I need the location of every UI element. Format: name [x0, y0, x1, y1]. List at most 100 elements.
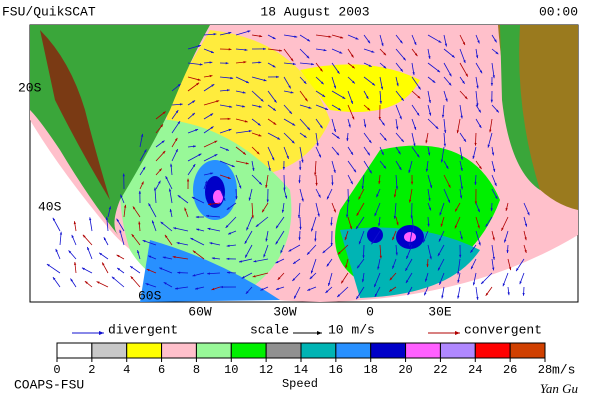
- land-africa-coast: [500, 25, 540, 190]
- wind-arrowhead: [463, 138, 466, 142]
- wind-arrowhead: [355, 37, 359, 40]
- legend-scale-value: 10 m/s: [328, 322, 375, 337]
- wind-arrowhead: [437, 267, 441, 271]
- wind-arrowhead: [478, 124, 482, 128]
- wind-arrowhead: [122, 173, 125, 177]
- scale-arrowhead: [317, 331, 322, 335]
- wind-arrowhead: [325, 290, 329, 293]
- wind-arrowhead: [138, 221, 141, 225]
- wind-arrowhead: [196, 228, 200, 231]
- wind-arrowhead: [412, 229, 415, 233]
- wind-arrowhead: [275, 260, 279, 264]
- wind-arrowhead: [527, 212, 530, 216]
- wind-arrowhead: [268, 168, 271, 171]
- wind-arrowhead: [131, 234, 135, 237]
- author: Yan Gu: [540, 381, 579, 396]
- wind-arrowhead: [396, 222, 399, 226]
- colorbar-segment: [300, 342, 337, 359]
- wind-arrowhead: [477, 209, 480, 213]
- wind-arrowhead: [416, 112, 420, 116]
- wind-arrowhead: [314, 238, 317, 242]
- wind-arrowhead: [209, 242, 213, 245]
- legend: divergent scale 10 m/s convergent: [72, 322, 542, 337]
- wind-arrowhead: [216, 100, 220, 103]
- wind-arrowhead: [159, 267, 163, 270]
- wind-arrowhead: [470, 266, 474, 270]
- wind-region: [140, 240, 280, 302]
- wind-arrowhead: [229, 105, 233, 108]
- wind-arrowhead: [169, 208, 172, 212]
- wind-arrowhead: [456, 130, 460, 134]
- wind-arrowhead: [152, 220, 155, 224]
- wind-arrowhead: [449, 73, 452, 77]
- wind-arrowhead: [252, 275, 256, 278]
- wind-arrowhead: [401, 97, 404, 101]
- wind-arrowhead: [326, 196, 330, 200]
- colorbar-tick-label: 26: [503, 363, 517, 377]
- wind-arrowhead: [416, 154, 420, 158]
- wind-arrowhead: [418, 86, 421, 90]
- wind-arrowhead: [195, 215, 199, 219]
- wind-arrowhead: [286, 155, 289, 159]
- wind-arrowhead: [336, 152, 340, 156]
- wind-arrowhead: [256, 151, 260, 155]
- wind-arrowhead: [428, 112, 432, 116]
- wind-arrowhead: [84, 281, 88, 284]
- wind-arrowhead: [361, 279, 365, 283]
- wind-arrowhead: [213, 33, 217, 36]
- colorbar-tick-label: 8: [193, 363, 200, 377]
- wind-arrowhead: [159, 168, 162, 172]
- wind-arrowhead: [463, 59, 466, 63]
- map: 20S 40S 60S: [18, 24, 579, 303]
- wind-arrowhead: [437, 69, 441, 73]
- wind-arrowhead: [507, 292, 510, 296]
- wind-arrowhead: [299, 167, 302, 171]
- colorbar-tick-label: 4: [123, 363, 130, 377]
- wind-arrowhead: [342, 96, 346, 99]
- wind-arrowhead: [367, 40, 371, 44]
- wind-arrowhead: [522, 292, 525, 296]
- wind-arrowhead: [400, 68, 403, 72]
- wind-arrowhead: [478, 109, 481, 113]
- wind-arrowhead: [393, 216, 397, 219]
- wind-arrowhead: [338, 107, 342, 111]
- wind-arrowhead: [186, 178, 190, 182]
- wind-arrowhead: [242, 105, 246, 108]
- wind-arrowhead: [148, 255, 152, 258]
- wind-arrowhead: [441, 114, 445, 118]
- wind-arrowhead: [398, 167, 402, 170]
- wind-arrowhead: [142, 166, 146, 170]
- colorbar-segment: [405, 342, 441, 359]
- wind-arrowhead: [328, 282, 331, 286]
- wind-arrowhead: [294, 295, 297, 299]
- wind-arrowhead: [297, 215, 301, 219]
- wind-arrowhead: [142, 240, 146, 243]
- lat-label: 20S: [18, 80, 42, 95]
- wind-arrowhead: [68, 250, 72, 254]
- wind-arrowhead: [162, 111, 166, 115]
- wind-arrowhead: [245, 80, 249, 84]
- wind-arrowhead: [439, 281, 442, 285]
- wind-arrowhead: [81, 267, 85, 271]
- wind-arrowhead: [413, 143, 416, 147]
- wind-arrowhead: [248, 197, 251, 201]
- land-south-america: [30, 25, 210, 235]
- wind-arrowhead: [333, 209, 336, 213]
- wind-arrowhead: [367, 107, 371, 111]
- wind-arrowhead: [259, 34, 263, 38]
- wind-arrowhead: [408, 199, 412, 203]
- wind-arrowhead: [108, 206, 112, 210]
- wind-arrowhead: [198, 153, 202, 157]
- wind-arrowhead: [350, 100, 353, 104]
- colorbar-segment: [161, 342, 197, 359]
- wind-arrowhead: [474, 182, 477, 186]
- wind-arrowhead: [275, 287, 279, 290]
- wind-arrowhead: [263, 254, 266, 258]
- wind-arrowhead: [284, 195, 288, 199]
- wind-arrowhead: [358, 196, 361, 200]
- wind-arrowhead: [340, 36, 344, 39]
- wind-arrowhead: [196, 82, 200, 86]
- wind-arrowhead: [407, 292, 411, 296]
- wind-arrowhead: [401, 139, 404, 143]
- wind-arrowhead: [380, 86, 384, 90]
